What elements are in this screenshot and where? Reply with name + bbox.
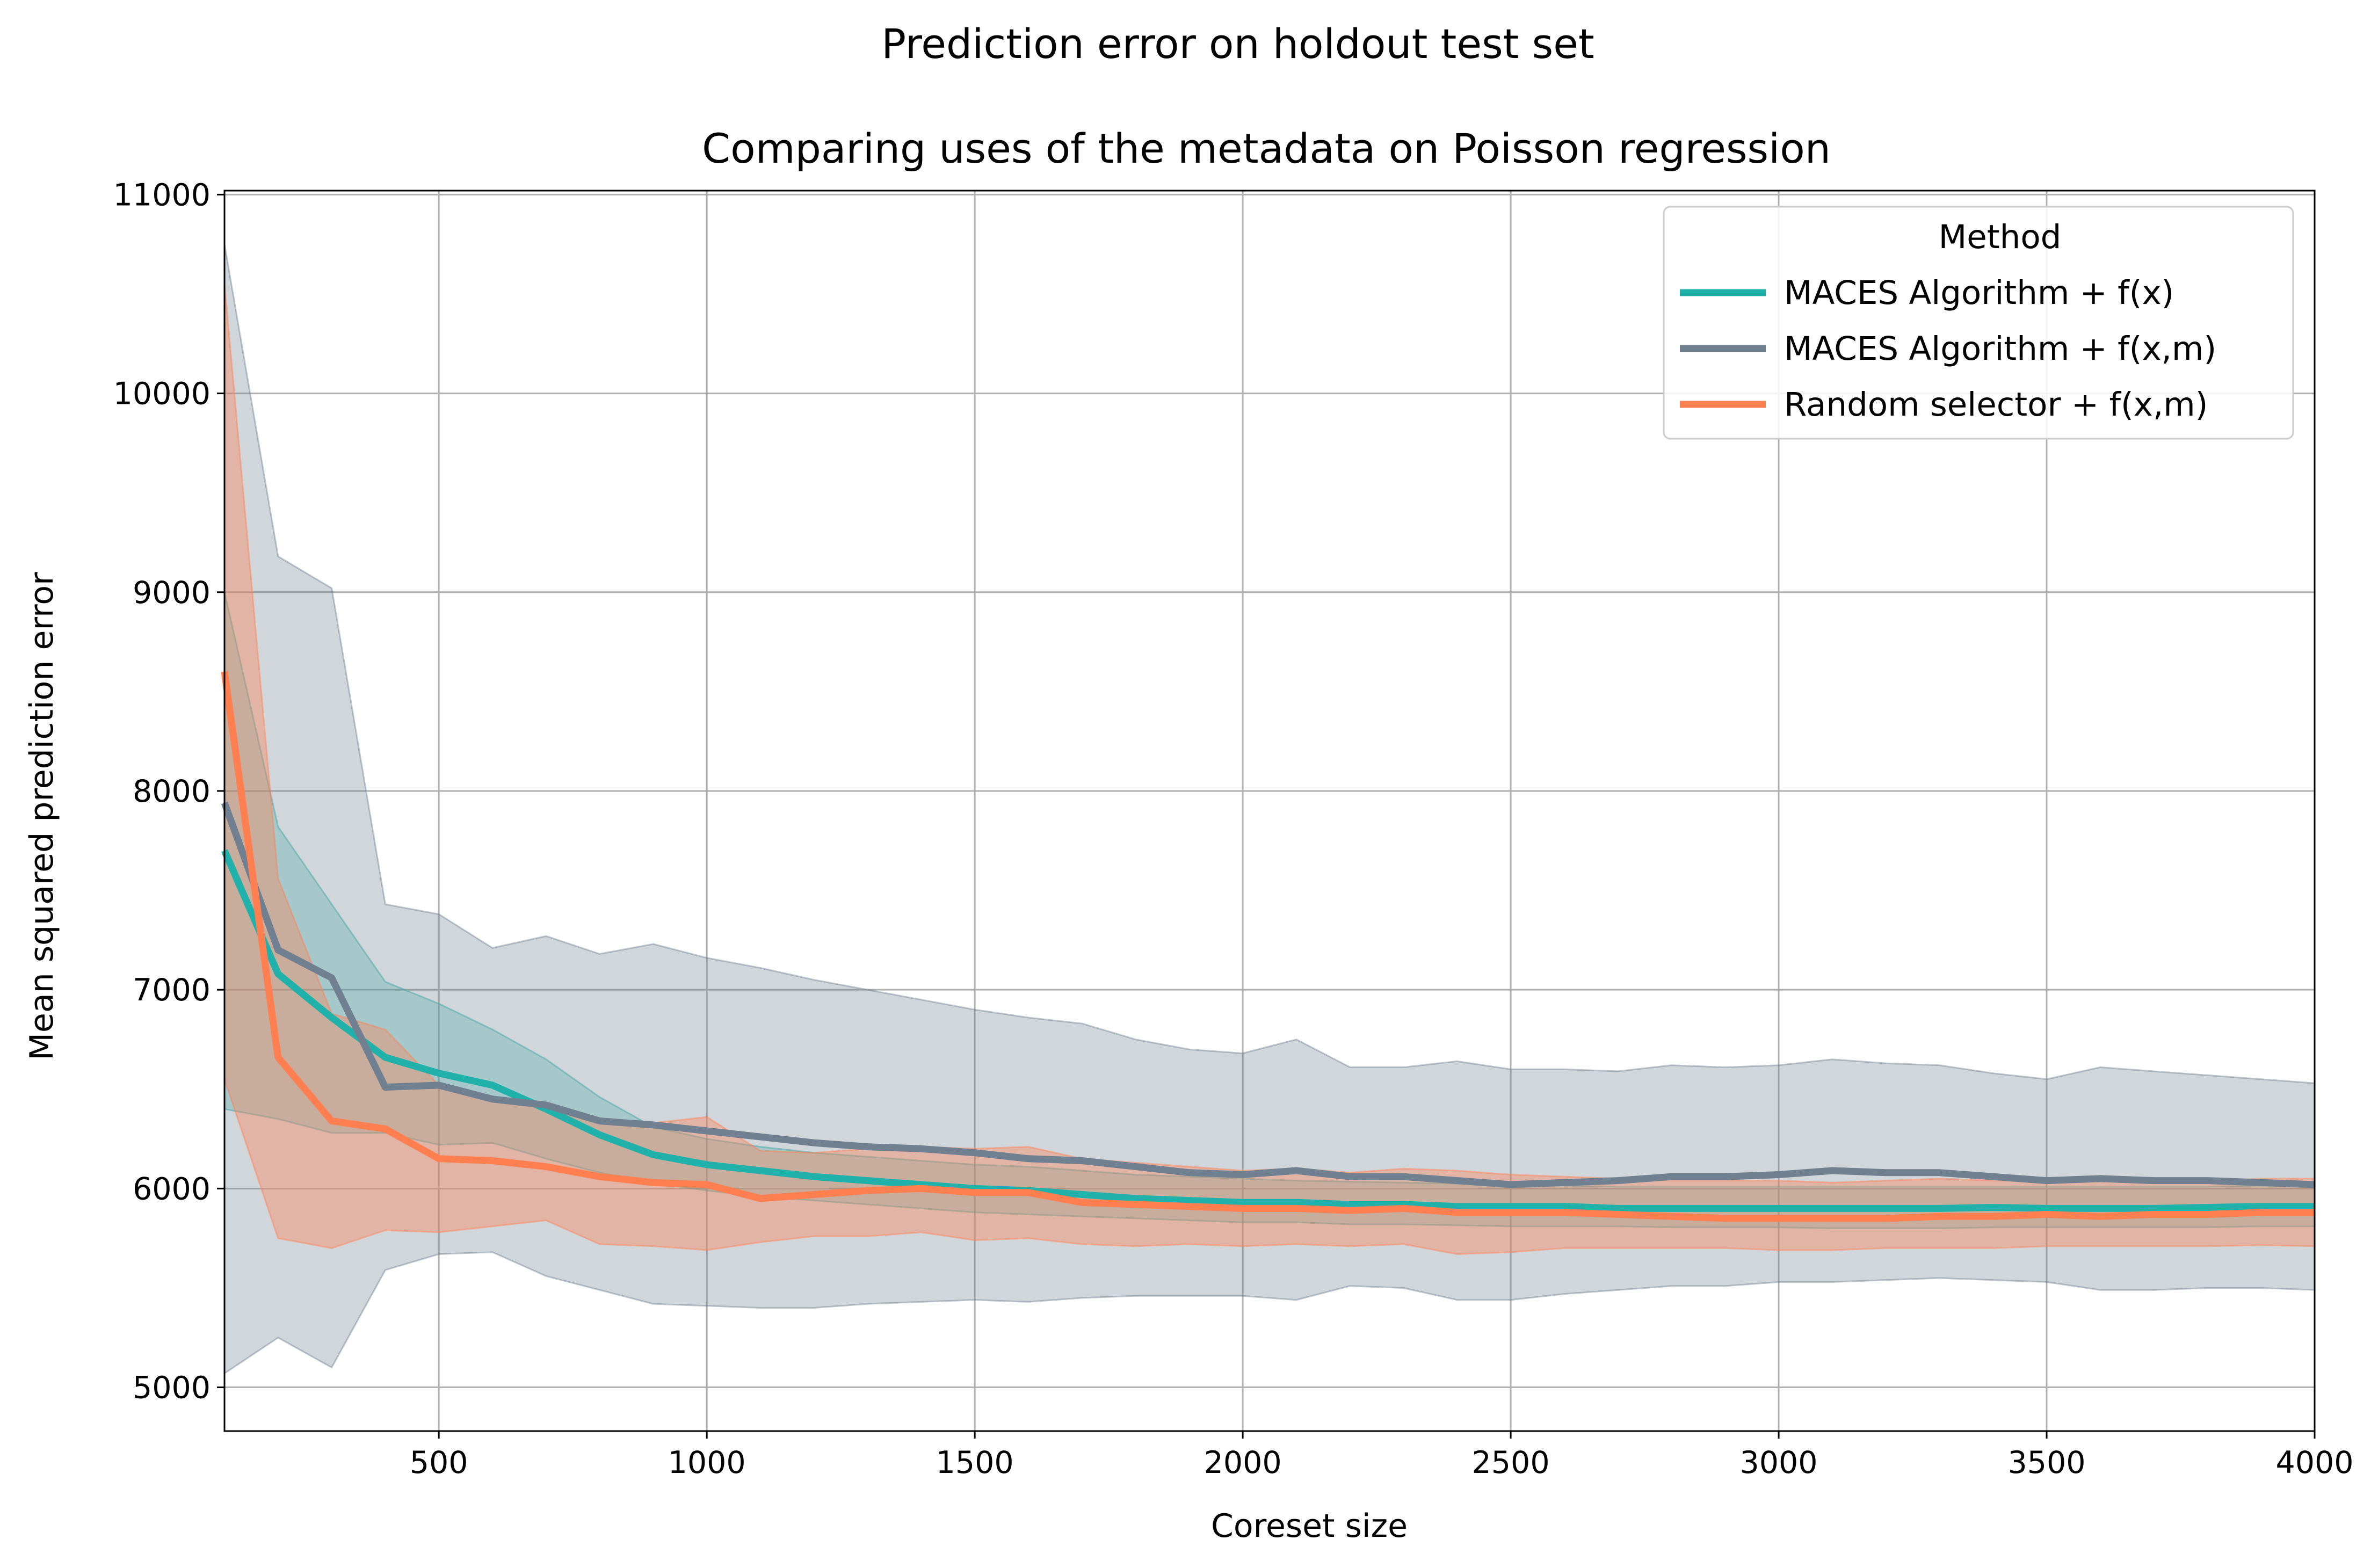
y-tick-label: 9000: [133, 575, 211, 611]
plot-frame: [223, 190, 2316, 1432]
legend-entries: MACES Algorithm + f(x) MACES Algorithm + …: [1680, 274, 2216, 424]
y-tick-label: 8000: [133, 774, 211, 809]
x-axis-label: Coreset size: [1211, 1507, 1408, 1545]
series-line-maces-algorithm-f-x: [221, 849, 2315, 1212]
y-tick-label: 10000: [113, 376, 211, 412]
x-tick-label: 2000: [1204, 1445, 1282, 1480]
x-tick-label: 2500: [1472, 1445, 1550, 1480]
axis-ticks: 500 1000 1500 2000 2500 3000 3500 4000 5000 6000 7…: [113, 177, 2354, 1480]
y-tick-label: 7000: [133, 972, 211, 1008]
series-line-maces-algorithm-f-x-m: [221, 801, 2315, 1188]
legend-label: MACES Algorithm + f(x,m): [1784, 330, 2216, 368]
x-tick-label: 4000: [2275, 1445, 2353, 1480]
legend-label: Random selector + f(x,m): [1784, 386, 2208, 424]
y-tick-label: 6000: [133, 1171, 211, 1207]
y-tick-label: 5000: [133, 1370, 211, 1406]
x-tick-label: 1000: [668, 1445, 746, 1480]
legend-label: MACES Algorithm + f(x): [1784, 274, 2174, 312]
legend-title: Method: [1939, 218, 2062, 256]
x-tick-label: 3000: [1740, 1445, 1818, 1480]
legend-box: [1663, 206, 2294, 440]
chart-title: Comparing uses of the metadata on Poisso…: [702, 125, 1831, 172]
figure-suptitle: Prediction error on holdout test set: [881, 20, 1594, 68]
series-line-random-selector-f-x-m: [221, 671, 2315, 1222]
series-lines: [221, 671, 2315, 1222]
x-tick-label: 3500: [2007, 1445, 2085, 1480]
y-axis-label: Mean squared prediction error: [23, 572, 61, 1061]
x-tick-label: 1500: [936, 1445, 1014, 1480]
x-tick-label: 500: [410, 1445, 468, 1480]
y-tick-label: 11000: [113, 177, 211, 213]
legend: Method MACES Algorithm + f(x)MACES Algor…: [1663, 206, 2294, 440]
